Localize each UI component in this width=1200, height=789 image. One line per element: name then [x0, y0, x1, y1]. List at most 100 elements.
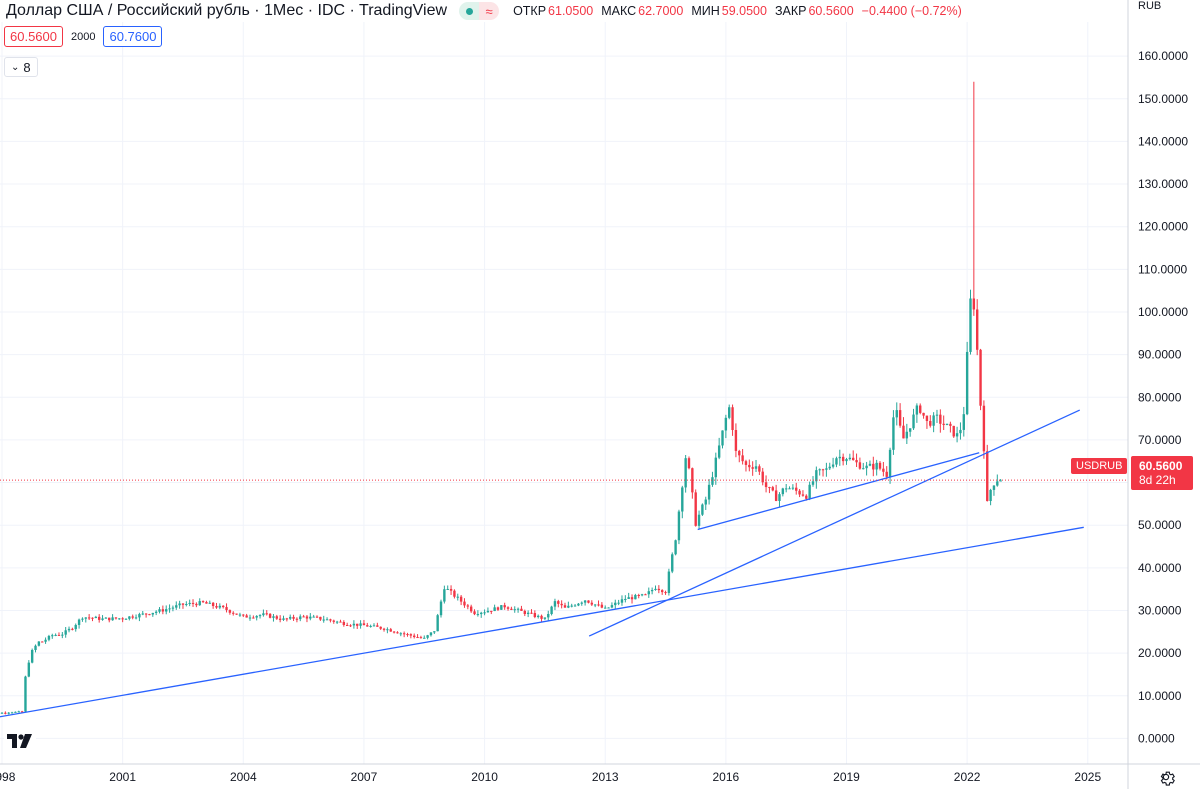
- low-value: 59.0500: [721, 4, 767, 18]
- buy-price-button[interactable]: 60.7600: [103, 26, 163, 47]
- candle-body: [225, 607, 228, 611]
- candle-body: [493, 607, 496, 612]
- y-tick-label: 100.0000: [1138, 305, 1188, 319]
- trendlines: [0, 409, 1128, 718]
- candle-body: [862, 468, 865, 470]
- candle-body: [64, 630, 67, 635]
- y-tick-label: 140.0000: [1138, 134, 1188, 148]
- candle-body: [872, 463, 875, 470]
- low-label: МИН: [691, 4, 720, 18]
- candle-body: [500, 605, 503, 610]
- candle-body: [637, 594, 640, 596]
- candle-body: [593, 604, 597, 606]
- candle-body: [319, 616, 322, 620]
- candle-body: [332, 620, 335, 622]
- candle-body: [835, 458, 838, 465]
- indicators-toggle[interactable]: ⌄ 8: [4, 57, 38, 77]
- candle-body: [382, 628, 386, 630]
- last-price: 60.5600: [1139, 459, 1183, 473]
- candle-body: [84, 617, 87, 619]
- candle-body: [912, 414, 915, 429]
- candle-body: [962, 414, 965, 430]
- candle-body: [865, 465, 868, 469]
- chart-header: Доллар США / Российский рубль · 1Мес · I…: [0, 0, 1128, 22]
- candle-body: [268, 613, 272, 618]
- candle-body: [996, 481, 999, 486]
- candle-body: [339, 621, 342, 623]
- candle-body: [540, 615, 543, 619]
- market-open-dot-icon: [465, 7, 473, 15]
- candle-body: [677, 511, 681, 541]
- candle-body: [406, 634, 409, 636]
- candle-body: [768, 487, 771, 489]
- candle-body: [359, 623, 362, 626]
- candle-body: [124, 618, 128, 620]
- candle-body: [335, 621, 339, 623]
- candle-body: [108, 617, 111, 621]
- candle-body: [627, 597, 630, 599]
- candle-body: [530, 612, 533, 614]
- candle-body: [563, 605, 567, 608]
- indicator-count: 8: [23, 59, 31, 75]
- candle-body: [671, 554, 674, 572]
- candle-body: [7, 712, 10, 714]
- candle-body: [402, 633, 406, 635]
- candle-body: [154, 611, 158, 613]
- candle-body: [342, 622, 346, 626]
- candle-body: [610, 605, 614, 608]
- candle-body: [707, 484, 711, 500]
- candle-body: [731, 407, 734, 431]
- candle-body: [61, 634, 64, 636]
- candle-body: [466, 605, 470, 607]
- candle-body: [429, 632, 433, 636]
- candle-body: [302, 616, 305, 618]
- candle-body: [87, 617, 91, 619]
- candle-body: [389, 629, 392, 632]
- candle-body: [795, 487, 798, 491]
- x-tick-label: 2016: [713, 770, 740, 784]
- candle-body: [650, 589, 654, 592]
- candle-body: [285, 618, 289, 620]
- currency-label[interactable]: RUB: [1138, 0, 1162, 12]
- y-tick-label: 10.0000: [1138, 689, 1182, 703]
- candle-body: [74, 624, 77, 630]
- sell-price-button[interactable]: 60.5600: [4, 26, 63, 47]
- candle-body: [838, 456, 842, 459]
- market-status[interactable]: ≈: [459, 2, 500, 20]
- candle-body: [91, 617, 94, 619]
- candle-body: [607, 607, 610, 609]
- change-value: −0.4400 (−0.72%): [861, 4, 962, 18]
- candle-body: [550, 606, 553, 615]
- candle-body: [714, 457, 718, 478]
- trendline: [588, 409, 1081, 637]
- candle-body: [553, 601, 557, 607]
- candle-body: [34, 645, 37, 650]
- trendline: [697, 452, 980, 531]
- candle-body: [942, 423, 945, 425]
- candle-body: [191, 602, 195, 604]
- candle-body: [459, 596, 463, 602]
- y-tick-label: 30.0000: [1138, 603, 1182, 617]
- candle-body: [771, 487, 774, 491]
- x-tick-label: 2022: [954, 770, 981, 784]
- y-tick-label: 120.0000: [1138, 220, 1188, 234]
- candle-body: [955, 433, 959, 437]
- x-tick-label: 2001: [109, 770, 136, 784]
- tradingview-logo-icon[interactable]: [4, 728, 36, 754]
- candle-body: [657, 588, 661, 591]
- candle-body: [848, 457, 852, 460]
- candle-body: [4, 712, 7, 714]
- candle-body: [97, 616, 101, 620]
- candle-body: [211, 602, 215, 607]
- candle-body: [413, 635, 416, 638]
- y-tick-label: 130.0000: [1138, 177, 1188, 191]
- candle-body: [932, 415, 935, 426]
- candle-body: [228, 610, 232, 613]
- candle-body: [379, 626, 382, 629]
- symbol-title[interactable]: Доллар США / Российский рубль · 1Мес · I…: [6, 2, 448, 19]
- gear-icon[interactable]: [1155, 767, 1177, 787]
- candle-body: [674, 540, 677, 555]
- trendline: [0, 526, 1084, 718]
